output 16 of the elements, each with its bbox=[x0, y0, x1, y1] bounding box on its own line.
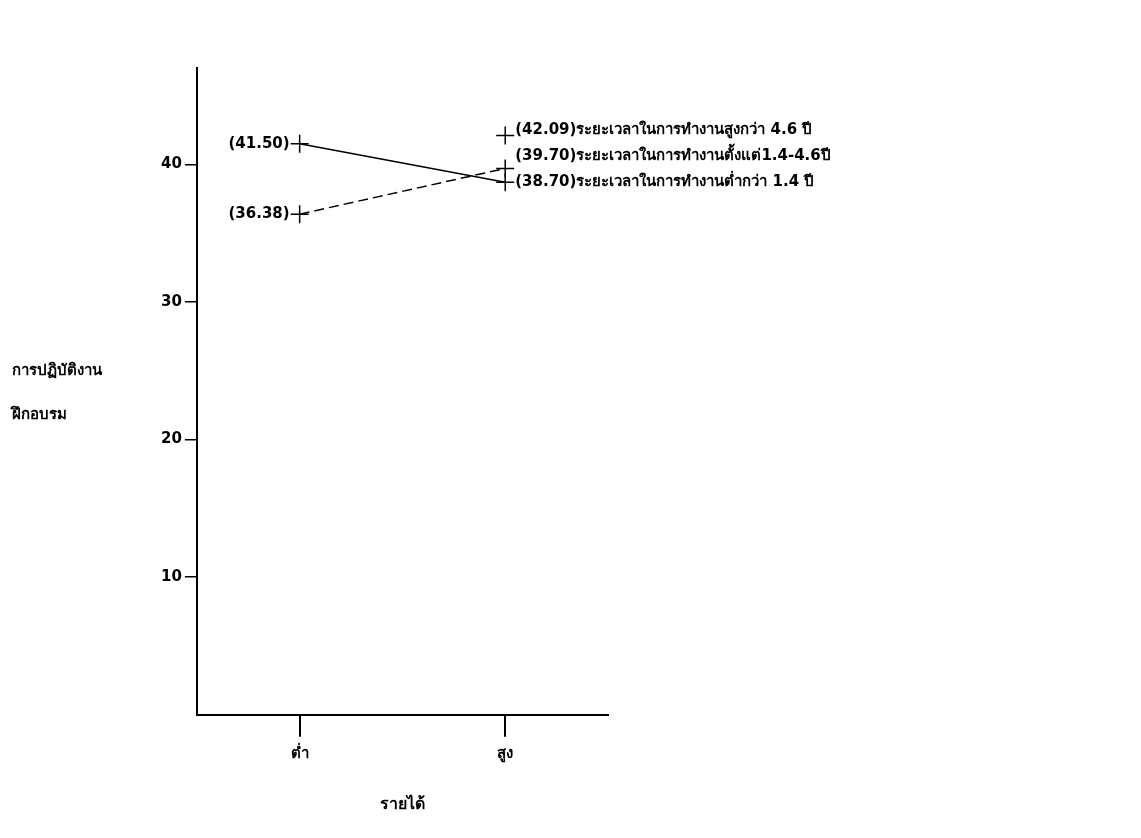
point bbox=[289, 133, 310, 154]
point bbox=[495, 125, 515, 146]
text: (38.70)ระยะเวลาในการทำงานต่ำกว่า 1.4 ปี bbox=[515, 172, 815, 191]
y-tick-label: 40 bbox=[161, 154, 182, 173]
point bbox=[495, 158, 515, 179]
point bbox=[289, 204, 310, 224]
x-tick-label: สูง bbox=[497, 743, 514, 763]
data-label: (36.38) bbox=[228, 204, 290, 223]
text: (42.09)ระยะเวลาในการทำงานสูงกว่า 4.6 ปี bbox=[515, 120, 813, 139]
x-tick-label: ต่ำ bbox=[290, 741, 309, 762]
x-axis-title: รายได้ bbox=[379, 793, 425, 813]
y-tick-label: 20 bbox=[161, 429, 182, 448]
data-label: (41.50) bbox=[228, 133, 290, 152]
text: การปฏิบัติงาน ฝึกอบรม bbox=[12, 361, 102, 424]
y-tick-label: 10 bbox=[161, 567, 182, 586]
y-tick-label: 30 bbox=[161, 291, 182, 310]
